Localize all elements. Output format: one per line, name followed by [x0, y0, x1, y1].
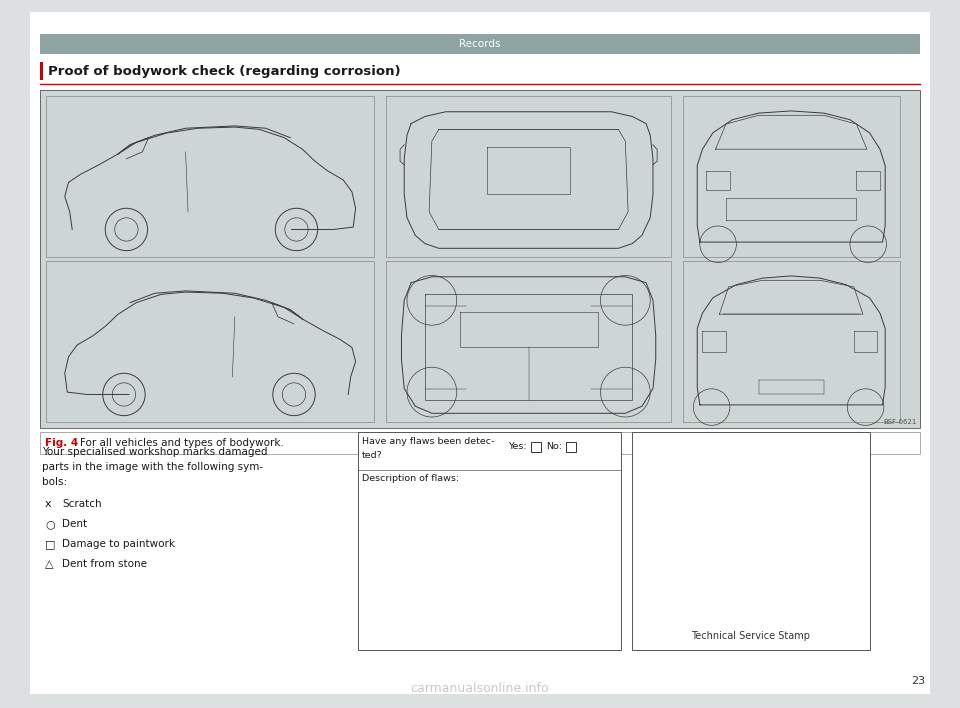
Text: parts in the image with the following sym-: parts in the image with the following sy…	[42, 462, 263, 472]
Text: Yes:: Yes:	[508, 442, 527, 451]
Text: Records: Records	[459, 39, 501, 49]
Bar	[40, 90, 920, 428]
Text: ted?: ted?	[362, 451, 383, 460]
Text: For all vehicles and types of bodywork.: For all vehicles and types of bodywork.	[80, 438, 284, 448]
Bar	[40, 432, 920, 454]
Text: Fig. 4: Fig. 4	[45, 438, 79, 448]
Text: Have any flaws been detec-: Have any flaws been detec-	[362, 437, 494, 446]
Text: carmanualsonline.info: carmanualsonline.info	[411, 682, 549, 695]
Text: Technical Service Stamp: Technical Service Stamp	[691, 631, 810, 641]
Bar	[358, 432, 621, 650]
Bar	[566, 442, 576, 452]
Bar	[632, 432, 870, 650]
Text: □: □	[45, 539, 56, 549]
Bar	[683, 261, 900, 422]
Bar	[683, 96, 900, 257]
Bar	[386, 96, 671, 257]
Text: Dent: Dent	[62, 519, 87, 529]
Text: 23: 23	[911, 676, 925, 686]
Text: ○: ○	[45, 519, 55, 529]
Text: Scratch: Scratch	[62, 499, 102, 509]
Text: Your specialised workshop marks damaged: Your specialised workshop marks damaged	[42, 447, 268, 457]
Text: Proof of bodywork check (regarding corrosion): Proof of bodywork check (regarding corro…	[48, 64, 400, 77]
Text: Dent from stone: Dent from stone	[62, 559, 147, 569]
Bar	[40, 34, 920, 54]
Text: △: △	[45, 559, 54, 569]
Text: BSF-0621: BSF-0621	[883, 419, 917, 425]
Text: bols:: bols:	[42, 477, 67, 487]
Text: Description of flaws:: Description of flaws:	[362, 474, 459, 483]
Text: Damage to paintwork: Damage to paintwork	[62, 539, 175, 549]
Bar	[531, 442, 541, 452]
Bar	[46, 261, 374, 422]
Bar	[46, 96, 374, 257]
Text: No:: No:	[546, 442, 562, 451]
Text: x: x	[45, 499, 52, 509]
Bar	[40, 62, 43, 80]
Bar	[386, 261, 671, 422]
